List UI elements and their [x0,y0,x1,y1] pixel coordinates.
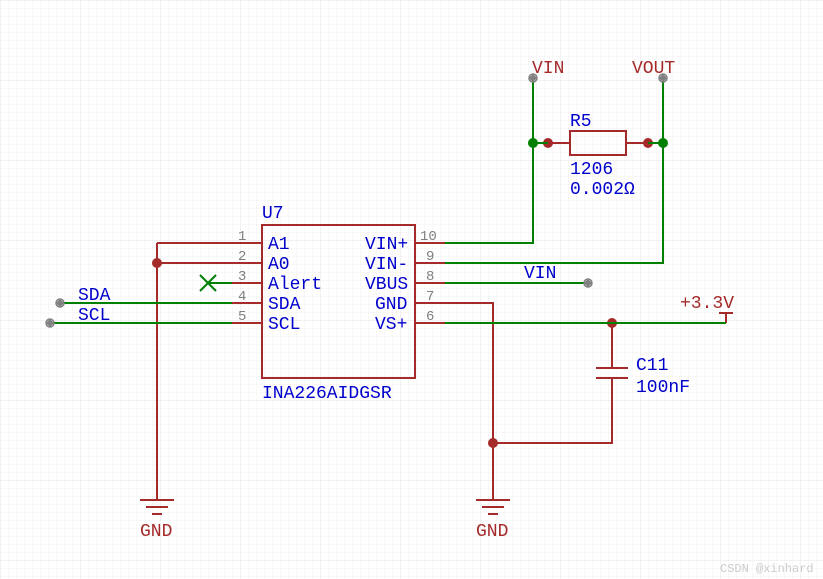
svg-text:A1: A1 [268,235,290,255]
svg-text:Alert: Alert [268,275,322,295]
c11-ref: C11 [636,356,668,376]
svg-text:GND: GND [375,295,407,315]
svg-text:5: 5 [238,309,246,325]
v33-label: +3.3V [680,294,734,314]
svg-text:4: 4 [238,289,246,305]
r5-footprint: 1206 [570,160,613,180]
grid [0,0,823,579]
svg-text:1: 1 [238,229,246,245]
svg-text:VS+: VS+ [375,315,407,335]
r5-value: 0.002Ω [570,180,635,200]
r5-ref: R5 [570,112,592,132]
svg-text:GND: GND [476,522,508,542]
svg-text:10: 10 [420,229,437,245]
svg-text:9: 9 [426,249,434,265]
ic-ref: U7 [262,204,284,224]
svg-text:GND: GND [140,522,172,542]
c11-value: 100nF [636,378,690,398]
svg-text:2: 2 [238,249,246,265]
sda-label: SDA [78,286,111,306]
vin-label: VIN [524,264,556,284]
svg-text:VIN-: VIN- [365,255,408,275]
svg-text:SDA: SDA [268,295,301,315]
ic-part: INA226AIDGSR [262,384,392,404]
svg-text:VIN+: VIN+ [365,235,408,255]
watermark: CSDN @xinhard [720,562,814,576]
svg-text:3: 3 [238,269,246,285]
schematic-canvas: U7 INA226AIDGSR 1 A1 2 A0 3 Alert 4 SDA [0,0,823,579]
svg-text:SCL: SCL [268,315,300,335]
vout-top-label: VOUT [632,59,675,79]
svg-text:VBUS: VBUS [365,275,408,295]
scl-label: SCL [78,306,110,326]
svg-text:7: 7 [426,289,434,305]
svg-text:6: 6 [426,309,434,325]
svg-text:A0: A0 [268,255,290,275]
svg-text:8: 8 [426,269,434,285]
